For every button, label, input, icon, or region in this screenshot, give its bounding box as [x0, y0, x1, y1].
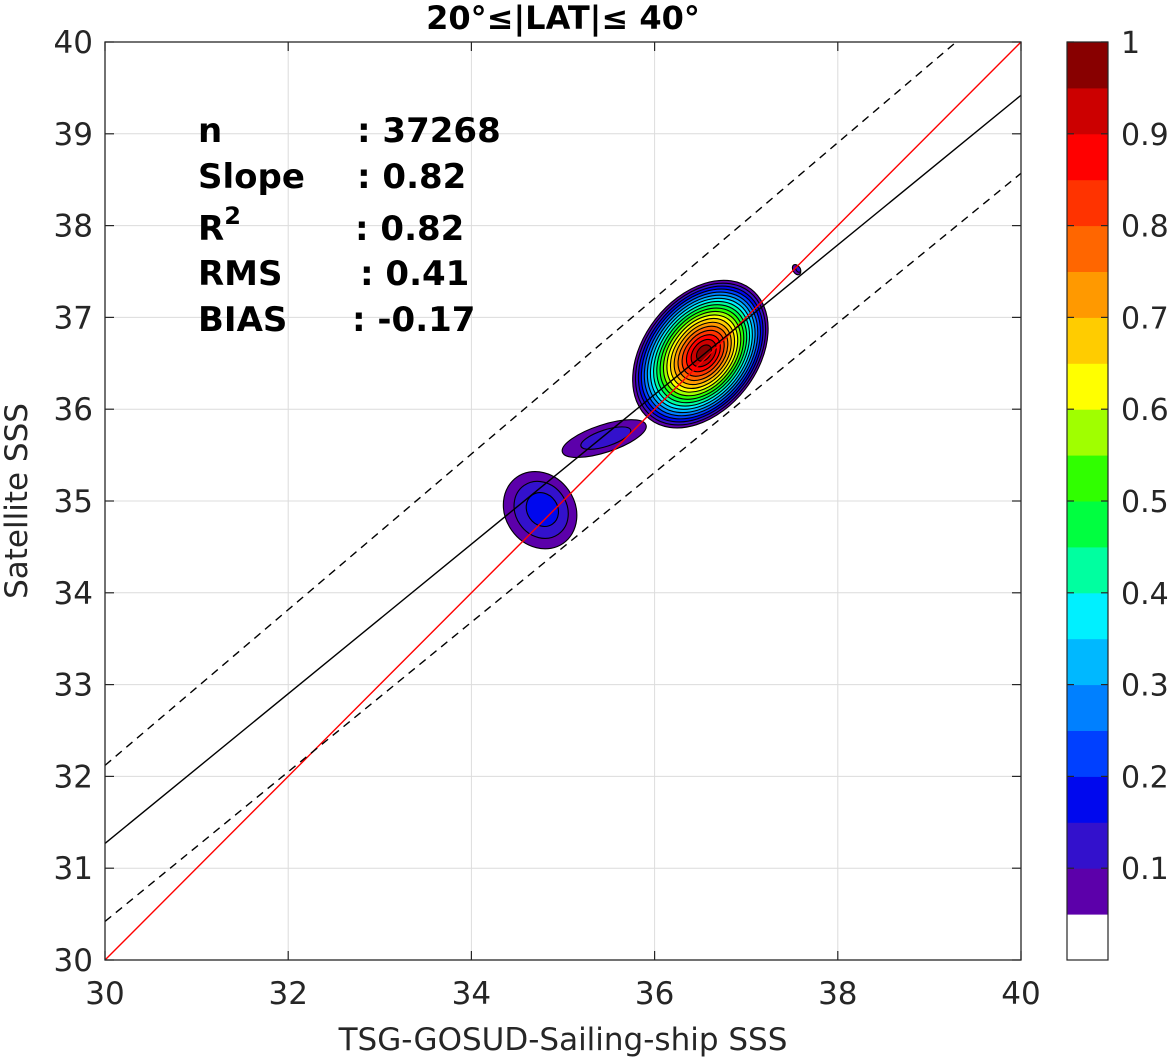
density-region	[632, 279, 769, 429]
colorbar: 0.1 0.2 0.3 0.4 0.5 0.6 0.7 0.8 0.9 1	[1066, 26, 1169, 961]
colorbar-tick-label: 0.3	[1121, 669, 1169, 704]
x-tick-label: 40	[1001, 976, 1040, 1012]
x-tick-label: 30	[85, 976, 124, 1012]
y-tick-label: 34	[54, 576, 93, 612]
y-tick-label: 37	[54, 300, 93, 336]
colorbar-swatch	[1067, 179, 1108, 227]
y-tick-label: 36	[54, 392, 93, 428]
regression-line	[105, 94, 1021, 844]
stat-value: : 0.82	[355, 209, 464, 249]
colorbar-swatch	[1067, 684, 1108, 731]
colorbar-swatch	[1067, 133, 1108, 181]
colorbar-swatch	[1067, 409, 1108, 456]
colorbar-swatch	[1067, 317, 1108, 364]
y-tick-label: 40	[54, 25, 93, 61]
x-tick-label: 38	[818, 976, 857, 1012]
colorbar-swatch	[1067, 225, 1108, 272]
y-tick-label: 35	[54, 484, 93, 520]
x-tick-label: 36	[635, 976, 674, 1012]
colorbar-swatch	[1067, 271, 1108, 318]
chart-title: 20°≤|LAT|≤ 40°	[426, 0, 700, 38]
colorbar-tick-label: 0.5	[1121, 485, 1169, 520]
reference-lines	[105, 42, 1021, 960]
colorbar-tick-label: 0.9	[1121, 118, 1169, 153]
upper-bound-line	[105, 42, 958, 766]
colorbar-swatch	[1067, 592, 1108, 640]
y-tick-label: 39	[54, 117, 93, 153]
density-region	[502, 470, 578, 550]
stat-label: Slope	[198, 157, 305, 197]
y-axis-ticks: 30 31 32 33 34 35 36 37 38 39 40	[54, 25, 1021, 979]
stat-value: : -0.17	[352, 300, 475, 340]
colorbar-swatch	[1067, 914, 1108, 961]
colorbar-swatch	[1067, 868, 1108, 915]
colorbar-tick-label: 0.2	[1121, 760, 1169, 795]
lower-bound-line	[105, 172, 1021, 922]
colorbar-tick-label: 0.8	[1121, 210, 1169, 245]
statistics-box: n : 37268 Slope : 0.82 R2 : 0.82 RMS : 0.41 BIAS…	[198, 111, 501, 340]
stat-value: : 0.41	[360, 254, 469, 294]
colorbar-tick-label: 0.7	[1121, 301, 1169, 336]
colorbar-swatch	[1067, 776, 1108, 823]
colorbar-swatch	[1067, 363, 1108, 410]
x-tick-label: 34	[452, 976, 491, 1012]
colorbar-swatch	[1067, 546, 1108, 594]
colorbar-swatch	[1067, 87, 1108, 135]
y-tick-label: 31	[54, 851, 93, 887]
colorbar-swatch	[1067, 730, 1108, 777]
stat-value: : 0.82	[357, 157, 466, 197]
colorbar-swatch	[1067, 42, 1108, 89]
stat-label: BIAS	[198, 300, 287, 340]
y-tick-label: 32	[54, 759, 93, 795]
colorbar-tick-label: 0.4	[1121, 577, 1169, 612]
stat-label: RMS	[198, 254, 283, 294]
stat-label: n	[198, 111, 222, 151]
colorbar-swatch	[1067, 638, 1108, 686]
colorbar-swatch	[1067, 455, 1108, 502]
y-tick-label: 33	[54, 668, 93, 704]
y-tick-label: 38	[54, 209, 93, 245]
x-axis-ticks: 30 32 34 36 38 40	[85, 42, 1041, 1012]
colorbar-tick-label: 1	[1121, 26, 1140, 61]
colorbar-swatch	[1067, 822, 1108, 869]
stat-value: : 37268	[357, 111, 501, 151]
colorbar-swatch	[1067, 501, 1108, 548]
identity-line	[105, 42, 1021, 960]
y-axis-label: Satellite SSS	[0, 403, 35, 599]
density-contours	[502, 264, 802, 550]
colorbar-tick-label: 0.6	[1121, 393, 1169, 428]
y-tick-label: 30	[54, 943, 93, 979]
stat-label: R2	[198, 202, 241, 249]
colorbar-tick-label: 0.1	[1121, 852, 1169, 887]
x-tick-label: 32	[268, 976, 307, 1012]
grid-lines	[104, 41, 1022, 961]
x-axis-label: TSG-GOSUD-Sailing-ship SSS	[338, 1022, 788, 1058]
